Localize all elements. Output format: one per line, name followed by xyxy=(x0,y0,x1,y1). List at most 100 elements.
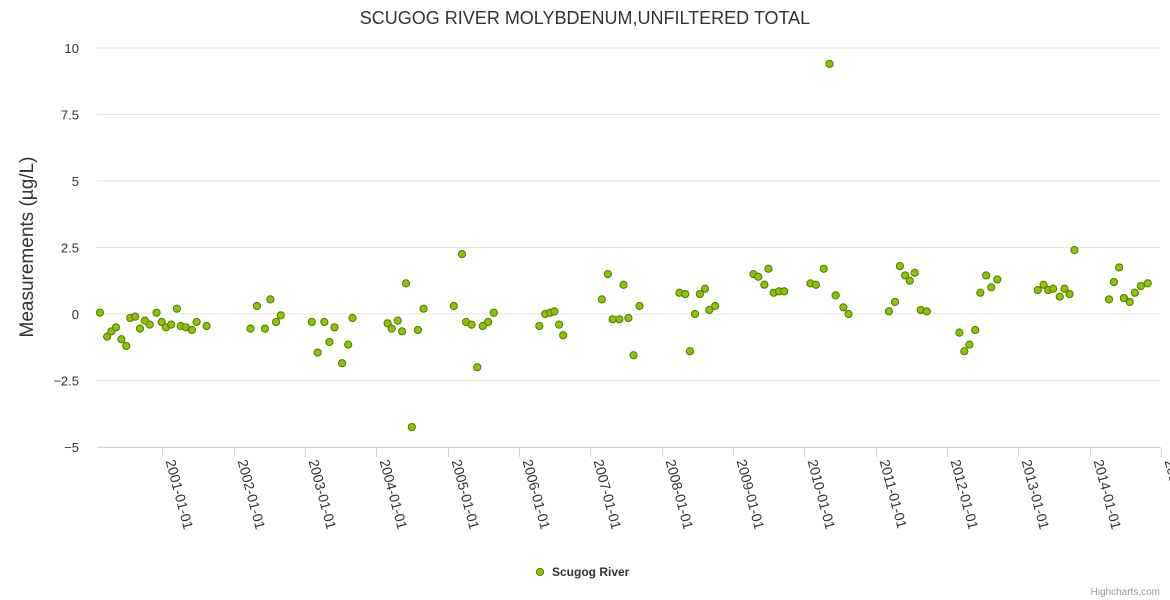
data-point xyxy=(910,268,919,277)
data-point xyxy=(117,335,126,344)
data-point xyxy=(955,328,964,337)
data-point xyxy=(1060,284,1069,293)
legend[interactable]: Scugog River xyxy=(535,565,630,579)
data-point xyxy=(705,305,714,315)
data-point xyxy=(307,317,316,327)
data-point xyxy=(960,347,969,356)
data-point xyxy=(260,324,270,333)
data-point xyxy=(624,313,633,323)
data-point xyxy=(157,317,166,327)
data-point xyxy=(1125,297,1134,307)
data-point xyxy=(1119,293,1128,303)
data-point xyxy=(167,320,176,329)
data-point xyxy=(271,317,281,327)
data-point xyxy=(987,283,996,292)
data-point xyxy=(397,327,407,336)
data-point xyxy=(152,308,161,317)
data-point xyxy=(387,324,396,333)
data-point xyxy=(615,315,624,324)
data-point xyxy=(754,272,763,281)
y-axis-ticks: 10 7.5 5 2.5 0 −2.5 −5 xyxy=(53,41,79,455)
data-point xyxy=(993,275,1002,284)
data-point xyxy=(131,312,140,321)
y-axis-label: Measurements (µg/L) xyxy=(17,157,38,338)
data-point xyxy=(187,325,197,335)
data-point xyxy=(839,303,848,312)
data-point xyxy=(457,250,467,259)
y-tick-label: 5 xyxy=(72,174,79,189)
y-tick-label: −5 xyxy=(64,440,79,455)
data-point xyxy=(192,317,201,327)
data-point xyxy=(111,323,121,332)
data-point xyxy=(122,341,131,351)
y-tick-label: −2.5 xyxy=(53,374,79,389)
data-point xyxy=(780,287,789,296)
data-point xyxy=(246,324,255,333)
data-point xyxy=(764,264,773,273)
data-point xyxy=(1115,263,1124,272)
data-point xyxy=(1039,280,1048,289)
data-point xyxy=(393,316,402,325)
data-point xyxy=(1104,295,1114,304)
data-point xyxy=(982,271,991,280)
y-tick-label: 2.5 xyxy=(61,241,79,256)
data-point xyxy=(905,276,914,285)
data-point xyxy=(407,422,416,432)
data-point xyxy=(172,304,181,313)
data-point xyxy=(330,323,339,332)
data-point xyxy=(1065,289,1074,299)
data-point xyxy=(971,325,980,335)
data-point xyxy=(320,317,329,327)
data-point xyxy=(554,320,564,329)
y-tick-label: 0 xyxy=(72,307,79,322)
data-point xyxy=(890,297,900,307)
data-point xyxy=(619,280,628,289)
data-point xyxy=(597,295,606,304)
data-point xyxy=(95,308,105,317)
data-point xyxy=(819,264,828,273)
data-point xyxy=(202,321,211,331)
highcharts-credit[interactable]: Highcharts.com xyxy=(1091,587,1160,598)
data-point xyxy=(700,284,710,293)
data-point xyxy=(348,313,357,323)
data-point xyxy=(337,359,347,368)
data-point xyxy=(685,347,695,356)
data-point xyxy=(635,301,644,311)
data-point xyxy=(901,271,910,280)
data-point xyxy=(252,301,262,311)
data-point xyxy=(401,279,411,288)
chart-title: SCUGOG RIVER MOLYBDENUM,UNFILTERED TOTAL xyxy=(360,8,810,28)
data-point xyxy=(1033,285,1042,295)
data-point xyxy=(681,289,690,299)
data-point xyxy=(831,291,840,300)
data-point xyxy=(844,309,853,319)
data-point xyxy=(1055,292,1064,301)
data-point xyxy=(313,348,322,357)
data-point xyxy=(478,321,487,331)
legend-item-scugog-river[interactable]: Scugog River xyxy=(552,565,630,579)
series-points xyxy=(95,59,1152,432)
data-point xyxy=(695,289,704,299)
data-point xyxy=(535,321,544,331)
data-point xyxy=(145,320,154,329)
data-point xyxy=(690,309,700,319)
data-point xyxy=(629,351,638,360)
data-point xyxy=(811,280,820,289)
data-point xyxy=(135,324,145,333)
data-point xyxy=(276,311,285,320)
data-point xyxy=(550,307,559,316)
data-point xyxy=(922,307,931,316)
data-point xyxy=(895,262,904,271)
data-point xyxy=(413,325,422,335)
data-point xyxy=(383,319,392,328)
data-point xyxy=(603,270,612,279)
data-point xyxy=(266,295,275,304)
data-point xyxy=(559,331,568,340)
legend-marker-icon[interactable] xyxy=(535,567,545,577)
data-point xyxy=(1109,277,1119,287)
data-point xyxy=(1136,281,1145,291)
data-point xyxy=(344,340,353,349)
data-point xyxy=(473,363,482,372)
